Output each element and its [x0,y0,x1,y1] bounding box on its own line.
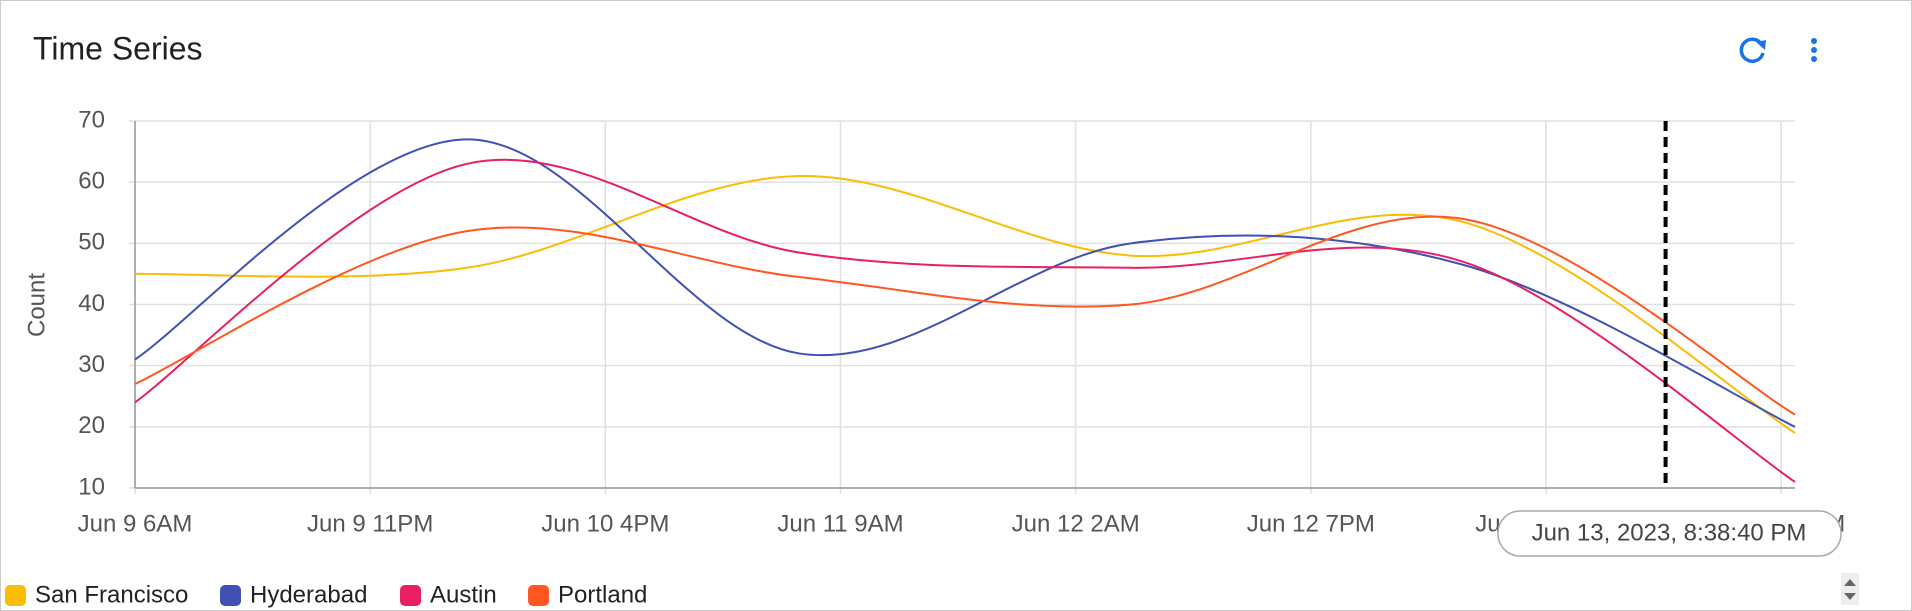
x-tick-label: Jun 11 9AM [777,510,903,537]
legend-swatch [5,585,26,606]
chart-title: Time Series [33,30,203,66]
y-tick-label: 60 [78,168,105,195]
legend-label: Portland [558,581,647,608]
x-tick-label: Jun 9 6AM [78,510,193,537]
x-tick-label: Jun 12 2AM [1012,510,1140,537]
cursor-label: Jun 13, 2023, 8:38:40 PM [1532,519,1807,546]
legend-label: Hyderabad [250,581,367,608]
legend-swatch [220,585,241,606]
y-tick-label: 50 [78,229,105,256]
y-tick-label: 20 [78,412,105,439]
y-tick-label: 70 [78,106,105,133]
cursor-tooltip [1497,510,1842,557]
legend-label: Austin [430,581,497,608]
legend-swatch [528,585,549,606]
series-line [134,175,1796,434]
y-tick-label: 10 [78,473,105,500]
x-tick-label: Jun 10 4PM [541,510,669,537]
scroll-arrows[interactable] [1841,573,1859,605]
legend-label: San Francisco [35,581,188,608]
y-tick-label: 40 [78,290,105,317]
y-axis-label: Count [23,273,50,337]
x-tick-label: Jun 12 7PM [1247,510,1375,537]
series-line [134,158,1796,483]
legend-swatch [400,585,421,606]
y-tick-label: 30 [78,351,105,378]
x-tick-label: Jun 9 11PM [307,510,433,537]
menu-button[interactable] [1811,38,1817,62]
series-line [134,215,1796,416]
refresh-button[interactable] [1739,37,1766,63]
